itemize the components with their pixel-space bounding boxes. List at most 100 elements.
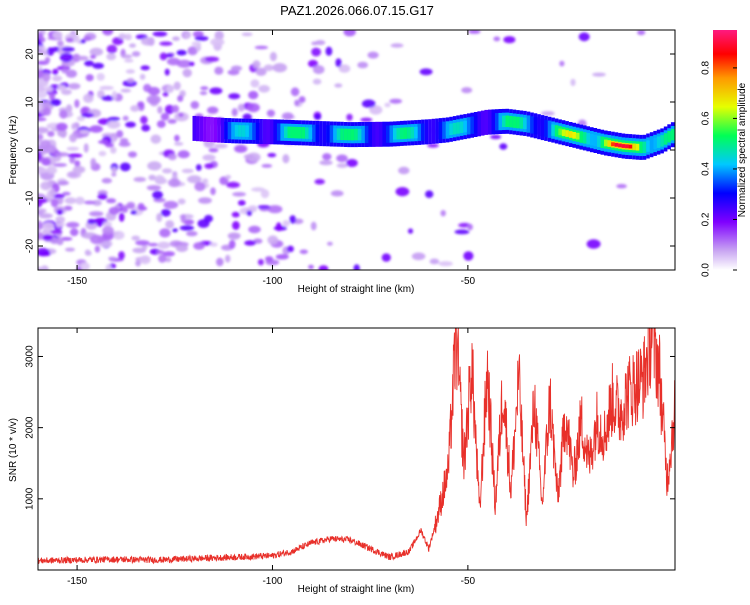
- noise-cell: [360, 117, 373, 123]
- noise-cell: [244, 240, 256, 246]
- ridge-cell: [269, 119, 274, 145]
- colorbar-label: Normalized spectral amplitude: [737, 82, 748, 217]
- noise-cell: [346, 159, 358, 167]
- noise-cell: [61, 69, 69, 74]
- noise-cell: [289, 215, 297, 224]
- noise-cell: [44, 56, 51, 64]
- noise-cell: [56, 209, 64, 216]
- ridge-cell: [484, 109, 488, 135]
- ridge-cell: [241, 125, 246, 137]
- noise-cell: [158, 254, 167, 263]
- noise-cell: [258, 85, 270, 93]
- ridge-cell: [280, 123, 284, 141]
- noise-cell: [186, 230, 198, 237]
- ridge-cell: [396, 127, 401, 140]
- noise-cell: [57, 180, 70, 186]
- noise-cell: [69, 155, 76, 164]
- noise-cell: [208, 148, 219, 153]
- ridge-cell: [463, 120, 467, 133]
- noise-cell: [38, 69, 44, 79]
- ridge-cell: [509, 115, 513, 128]
- noise-cell: [334, 83, 343, 88]
- noise-cell: [124, 58, 134, 63]
- noise-cell: [132, 247, 146, 254]
- noise-cell: [290, 87, 300, 97]
- ridge-cell: [660, 135, 664, 147]
- ridge-cell: [414, 126, 418, 139]
- noise-cell: [129, 43, 136, 48]
- ridge-cell: [498, 115, 503, 128]
- ridge-cell: [378, 121, 383, 147]
- ridge-cell: [284, 126, 288, 138]
- noise-cell: [267, 205, 283, 214]
- ridge-cell: [604, 139, 608, 147]
- noise-cell: [454, 229, 470, 235]
- y-tick-label: -10: [25, 190, 36, 205]
- noise-cell: [52, 31, 63, 39]
- ridge-cell: [649, 136, 654, 154]
- noise-cell: [246, 103, 260, 113]
- ridge-cell: [287, 126, 292, 139]
- ridge-cell: [234, 125, 239, 137]
- noise-cell: [194, 181, 206, 192]
- ridge-cell: [586, 133, 590, 145]
- noise-cell: [63, 205, 73, 211]
- noise-cell: [53, 163, 67, 167]
- noise-cell: [194, 36, 209, 41]
- noise-cell: [139, 255, 151, 265]
- ridge-cell: [551, 124, 555, 136]
- noise-cell: [56, 237, 64, 246]
- noise-cell: [322, 153, 332, 161]
- noise-cell: [411, 252, 426, 261]
- noise-cell: [438, 261, 453, 267]
- noise-cell: [102, 221, 112, 228]
- ridge-cell: [206, 117, 211, 142]
- ridge-cell: [590, 133, 594, 146]
- noise-cell: [559, 60, 565, 67]
- noise-cell: [346, 113, 353, 121]
- noise-cell: [165, 220, 175, 229]
- noise-cell: [188, 61, 195, 67]
- noise-cell: [92, 62, 104, 69]
- colorbar-tick-label: 0.0: [701, 263, 712, 277]
- ridge-cell: [421, 123, 425, 141]
- ridge-cell: [431, 118, 436, 144]
- noise-cell: [150, 134, 162, 144]
- noise-cell: [176, 49, 187, 56]
- noise-cell: [69, 228, 79, 237]
- ridge-cell: [438, 122, 443, 140]
- ridge-cell: [582, 132, 587, 144]
- noise-cell: [41, 157, 51, 166]
- ridge-cell: [540, 118, 545, 137]
- noise-cell: [179, 225, 195, 231]
- noise-cell: [101, 95, 116, 101]
- noise-cell: [57, 85, 66, 91]
- noise-cell: [181, 168, 194, 174]
- noise-cell: [310, 221, 317, 231]
- ridge-cell: [343, 128, 348, 141]
- ridge-cell: [262, 119, 267, 145]
- noise-cell: [191, 41, 202, 47]
- noise-cell: [398, 166, 410, 175]
- ridge-cell: [519, 117, 524, 129]
- noise-cell: [314, 178, 325, 185]
- ridge-cell: [502, 115, 506, 128]
- noise-cell: [42, 51, 49, 56]
- snr-x-label: Height of straight line (km): [298, 584, 415, 595]
- noise-cell: [204, 56, 220, 62]
- noise-cell: [269, 51, 277, 62]
- noise-cell: [315, 40, 326, 46]
- ridge-cell: [653, 137, 657, 150]
- noise-cell: [125, 69, 136, 74]
- snr-line: [38, 328, 675, 565]
- noise-cell: [105, 263, 112, 270]
- ridge-cell: [435, 118, 439, 144]
- ridge-cell: [273, 119, 277, 145]
- noise-cell: [61, 46, 75, 52]
- ridge-cell: [224, 121, 228, 140]
- ridge-cell: [305, 127, 309, 139]
- noise-cell: [59, 109, 68, 119]
- ridge-cell: [600, 136, 605, 148]
- noise-cell: [209, 87, 223, 95]
- noise-cell: [124, 33, 132, 41]
